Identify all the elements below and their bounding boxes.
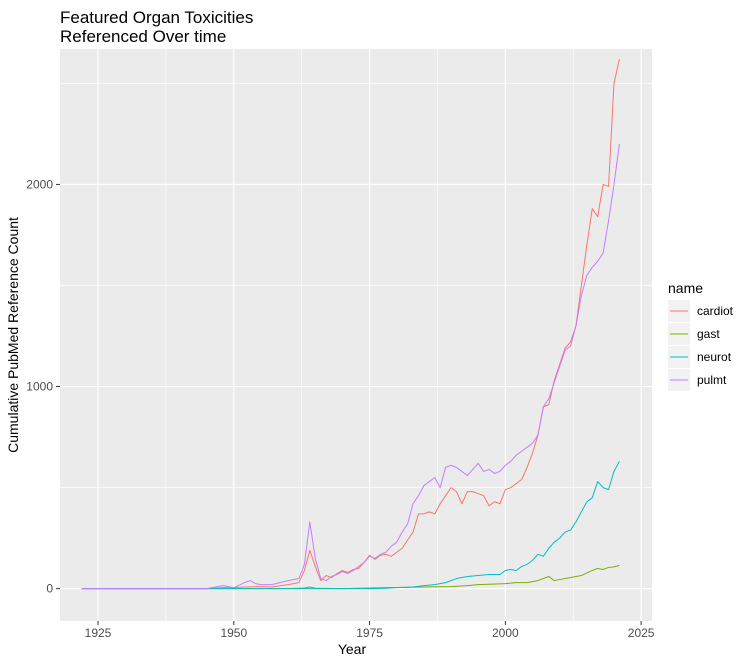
series-line-neurot [81,461,620,590]
y-tick-label: 1000 [26,380,53,394]
y-axis: 0 1000 2000 [26,177,60,596]
plot-panel [60,49,652,621]
x-tick-label: 2025 [628,626,655,640]
chart-title-line-2: Referenced Over time [60,27,226,46]
legend: name cardiot gast neurot pulmt [668,280,734,391]
x-axis-title: Year [338,641,367,657]
y-axis-title: Cumulative PubMed Reference Count [5,217,21,453]
x-tick-label: 2000 [492,626,519,640]
chart-title-line-1: Featured Organ Toxicities [60,8,253,27]
x-tick-label: 1925 [85,626,112,640]
series-line-cardiot [81,59,620,590]
y-tick-label: 2000 [26,177,53,191]
legend-title: name [668,280,703,296]
x-axis: 1925 1950 1975 2000 2025 [85,621,655,640]
series-line-gast [81,564,620,590]
series-line-pulmt [81,143,620,590]
legend-label-pulmt: pulmt [697,373,727,387]
minor-gridlines [60,49,652,621]
x-tick-label: 1975 [356,626,383,640]
x-tick-label: 1950 [220,626,247,640]
y-tick-label: 0 [46,582,53,596]
legend-label-gast: gast [697,327,720,341]
series-lines [81,59,620,590]
legend-label-neurot: neurot [697,350,732,364]
legend-label-cardiot: cardiot [697,304,734,318]
